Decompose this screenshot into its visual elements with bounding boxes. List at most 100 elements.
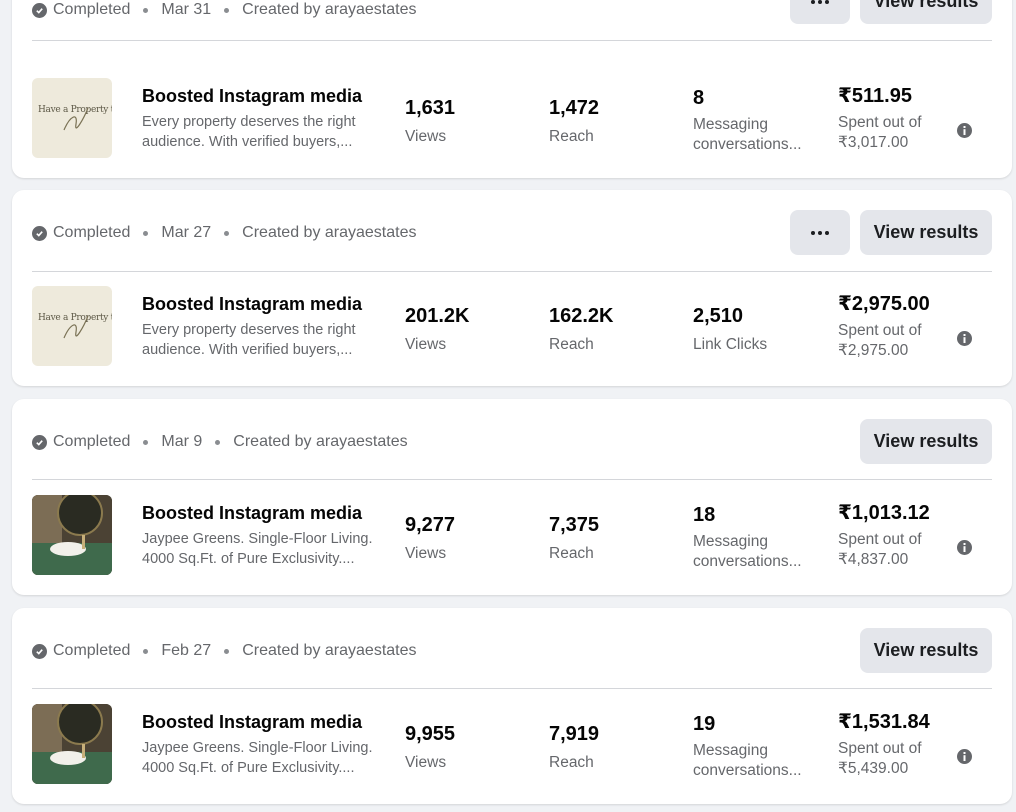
boost-card: Completed Feb 27 Created by arayaestates…	[12, 608, 1012, 804]
metric-reach: 7,375 Reach	[549, 513, 599, 564]
separator-dot	[215, 439, 221, 445]
metric-value: 1,472	[549, 97, 600, 119]
spent-total: ₹2,975.00	[838, 342, 909, 359]
completed-check-icon	[32, 643, 47, 659]
more-icon	[811, 0, 829, 4]
creator-text: Created by arayaestates	[242, 642, 417, 659]
metric-spent: ₹2,975.00 Spent out of ₹2,975.00	[838, 292, 930, 361]
status-text: Completed	[53, 1, 131, 18]
signature-graphic	[63, 107, 89, 131]
description-line: 4000 Sq.Ft. of Pure Exclusivity....	[142, 760, 355, 776]
metric-value: 9,277	[405, 514, 456, 536]
date-text: Mar 31	[161, 1, 212, 18]
campaign-description: Every property deserves the right audien…	[142, 320, 382, 360]
creator-text: Created by arayaestates	[233, 433, 408, 450]
card-header: Completed Mar 9 Created by arayaestates …	[32, 419, 992, 480]
metric-value: 9,955	[405, 723, 456, 745]
campaign-title[interactable]: Boosted Instagram media	[142, 86, 363, 106]
description-line: Jaypee Greens. Single-Floor Living.	[142, 740, 373, 756]
boost-card: Completed Mar 31 Created by arayaestates…	[12, 0, 1012, 178]
campaign-description: Jaypee Greens. Single-Floor Living. 4000…	[142, 529, 382, 569]
metric-label: Messaging	[693, 742, 768, 759]
metric-label: Reach	[549, 754, 594, 771]
bathroom-photo-graphic	[32, 495, 112, 575]
info-icon[interactable]	[957, 749, 972, 764]
view-results-button[interactable]: View results	[860, 210, 992, 255]
campaign-title[interactable]: Boosted Instagram media	[142, 712, 363, 732]
separator-dot	[224, 7, 230, 13]
description-line: audience. With verified buyers,...	[142, 134, 353, 150]
separator-dot	[143, 230, 149, 236]
card-header: Completed Mar 31 Created by arayaestates…	[32, 0, 992, 41]
metric-value: 7,919	[549, 723, 600, 745]
metric-value: 19	[693, 713, 716, 735]
status-line: Completed Mar 31 Created by arayaestates	[32, 1, 417, 19]
more-options-button[interactable]	[790, 0, 850, 24]
metric-label: Link Clicks	[693, 336, 768, 353]
description-line: 4000 Sq.Ft. of Pure Exclusivity....	[142, 551, 355, 567]
description-line: audience. With verified buyers,...	[142, 342, 353, 358]
signature-graphic	[63, 315, 89, 339]
metric-reach: 7,919 Reach	[549, 722, 599, 773]
spent-total: ₹5,439.00	[838, 760, 909, 777]
campaign-title[interactable]: Boosted Instagram media	[142, 503, 363, 523]
metric-label: Reach	[549, 336, 594, 353]
spent-label: Spent out of	[838, 322, 922, 339]
status-line: Completed Mar 9 Created by arayaestates	[32, 433, 408, 451]
metric-results: 18 Messaging conversations...	[693, 503, 802, 572]
metric-label: conversations...	[693, 553, 802, 570]
status-line: Completed Mar 27 Created by arayaestates	[32, 224, 417, 242]
metric-spent: ₹1,531.84 Spent out of ₹5,439.00	[838, 710, 930, 779]
status-text: Completed	[53, 433, 131, 450]
boost-card: Completed Mar 9 Created by arayaestates …	[12, 399, 1012, 595]
separator-dot	[143, 439, 149, 445]
metric-value: 201.2K	[405, 305, 470, 327]
card-header: Completed Mar 27 Created by arayaestates…	[32, 210, 992, 272]
more-options-button[interactable]	[790, 210, 850, 255]
spent-value: ₹1,013.12	[838, 502, 930, 524]
status-text: Completed	[53, 224, 131, 241]
spent-value: ₹1,531.84	[838, 711, 930, 733]
metric-value: 18	[693, 504, 716, 526]
view-results-button[interactable]: View results	[860, 419, 992, 464]
post-thumbnail[interactable]	[32, 495, 112, 575]
metric-label: Views	[405, 545, 447, 562]
metric-value: 2,510	[693, 305, 744, 327]
boost-card: Completed Mar 27 Created by arayaestates…	[12, 190, 1012, 386]
spent-label: Spent out of	[838, 114, 922, 131]
post-thumbnail[interactable]	[32, 704, 112, 784]
spent-total: ₹3,017.00	[838, 134, 909, 151]
date-text: Mar 27	[161, 224, 212, 241]
post-thumbnail[interactable]: Have a Property to	[32, 286, 112, 366]
metric-value: 8	[693, 87, 705, 109]
separator-dot	[224, 648, 230, 654]
metric-spent: ₹1,013.12 Spent out of ₹4,837.00	[838, 501, 930, 570]
metric-reach: 162.2K Reach	[549, 304, 614, 355]
metric-label: conversations...	[693, 762, 802, 779]
description-line: Jaypee Greens. Single-Floor Living.	[142, 531, 373, 547]
creator-text: Created by arayaestates	[242, 1, 417, 18]
spent-label: Spent out of	[838, 531, 922, 548]
metric-label: Views	[405, 754, 447, 771]
metric-value: 7,375	[549, 514, 600, 536]
metric-spent: ₹511.95 Spent out of ₹3,017.00	[838, 84, 922, 153]
separator-dot	[143, 648, 149, 654]
campaign-description: Every property deserves the right audien…	[142, 112, 382, 152]
metric-value: 162.2K	[549, 305, 614, 327]
view-results-button[interactable]: View results	[860, 628, 992, 673]
metric-views: 9,277 Views	[405, 513, 455, 564]
bathroom-photo-graphic	[32, 704, 112, 784]
thumbnail-text: Have a Property to	[38, 313, 112, 323]
info-icon[interactable]	[957, 540, 972, 555]
metric-reach: 1,472 Reach	[549, 96, 599, 147]
info-icon[interactable]	[957, 123, 972, 138]
info-icon[interactable]	[957, 331, 972, 346]
campaign-title[interactable]: Boosted Instagram media	[142, 294, 363, 314]
view-results-button[interactable]: View results	[860, 0, 992, 24]
status-line: Completed Feb 27 Created by arayaestates	[32, 642, 417, 660]
completed-check-icon	[32, 225, 47, 241]
date-text: Mar 9	[161, 433, 203, 450]
metric-label: conversations...	[693, 136, 802, 153]
post-thumbnail[interactable]: Have a Property to	[32, 78, 112, 158]
completed-check-icon	[32, 2, 47, 18]
